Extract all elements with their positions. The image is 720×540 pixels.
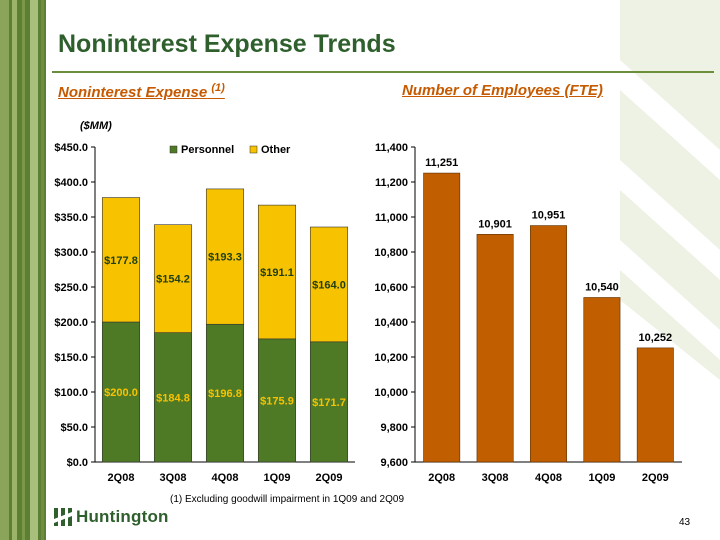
y-tick-label: $150.0: [54, 352, 88, 364]
x-tick-label: 2Q08: [108, 472, 135, 484]
x-tick-label: 3Q08: [160, 472, 187, 484]
unit-label: ($MM): [80, 120, 112, 132]
data-label-fte: 11,251: [425, 157, 458, 169]
data-label-other: $191.1: [260, 267, 294, 279]
data-label-other: $177.8: [104, 255, 138, 267]
data-label-fte: 10,252: [638, 332, 672, 344]
data-label-other: $164.0: [312, 279, 346, 291]
bar-personnel: [309, 341, 349, 463]
footnote-marker: (1): [211, 82, 225, 94]
x-tick-label: 2Q09: [642, 472, 669, 484]
y-tick-label: $350.0: [54, 212, 88, 224]
y-tick-label: 11,200: [375, 177, 408, 189]
bar-fte: [530, 225, 567, 463]
bar-fte: [476, 234, 514, 463]
data-label-fte: 10,540: [585, 282, 619, 294]
noninterest-expense-heading-text: Noninterest Expense: [58, 84, 208, 101]
bar-other: [153, 224, 193, 333]
decorative-stripe: [0, 0, 46, 540]
legend-label-personnel: Personnel: [181, 144, 234, 156]
data-label-personnel: $200.0: [104, 387, 138, 399]
x-tick-label: 1Q09: [264, 472, 291, 484]
legend-label-other: Other: [261, 144, 291, 156]
x-tick-label: 2Q09: [316, 472, 343, 484]
page-title: Noninterest Expense Trends: [58, 30, 396, 58]
bar-fte: [636, 347, 674, 463]
y-tick-label: 11,000: [375, 212, 408, 224]
employees-chart: 9,600 9,800 10,000 10,200 10,400 10,600 10,800…: [374, 142, 682, 484]
y-tick-label: 9,600: [380, 457, 408, 469]
title-divider: [52, 71, 714, 73]
x-tick-label: 4Q08: [212, 472, 239, 484]
y-tick-label: $300.0: [54, 247, 88, 259]
data-label-personnel: $171.7: [312, 397, 346, 409]
y-tick-label: $250.0: [54, 282, 88, 294]
y-tick-label: 9,800: [380, 422, 408, 434]
y-tick-label: $200.0: [54, 317, 88, 329]
data-label-fte: 10,901: [478, 218, 512, 230]
data-label-other: $154.2: [156, 274, 190, 286]
noninterest-expense-heading: Noninterest Expense (1): [58, 82, 225, 101]
x-tick-label: 1Q09: [588, 472, 615, 484]
data-label-personnel: $175.9: [260, 395, 294, 407]
data-label-personnel: $184.8: [156, 392, 190, 404]
legend-swatch-personnel: [169, 145, 178, 154]
bar-personnel: [205, 323, 245, 463]
y-tick-label: 10,400: [374, 317, 408, 329]
y-tick-label: 11,400: [375, 142, 408, 154]
y-tick-label: 10,600: [374, 282, 408, 294]
logo-watermark: [620, 0, 720, 380]
bar-other: [309, 226, 349, 343]
page-number: 43: [679, 517, 691, 528]
y-tick-label: $50.0: [60, 422, 88, 434]
data-label-fte: 10,951: [532, 210, 566, 222]
bar-fte: [423, 172, 461, 463]
x-tick-label: 4Q08: [535, 472, 562, 484]
huntington-logo: Huntington: [54, 505, 169, 529]
bar-personnel: [257, 338, 297, 463]
data-label-personnel: $196.8: [208, 388, 242, 400]
bar-other: [257, 204, 297, 340]
x-tick-label: 2Q08: [428, 472, 455, 484]
x-tick-label: 3Q08: [482, 472, 509, 484]
bar-other: [205, 188, 245, 325]
y-tick-label: $450.0: [54, 142, 88, 154]
y-tick-label: $100.0: [54, 387, 88, 399]
bar-fte: [583, 297, 621, 463]
footnote: (1) Excluding goodwill impairment in 1Q0…: [170, 494, 405, 505]
bar-other: [101, 197, 141, 323]
y-tick-label: $0.0: [67, 457, 88, 469]
logo-text: Huntington: [76, 507, 169, 526]
employees-heading: Number of Employees (FTE): [402, 82, 603, 99]
y-tick-label: 10,800: [374, 247, 408, 259]
y-tick-label: 10,200: [374, 352, 408, 364]
y-tick-label: $400.0: [54, 177, 88, 189]
y-tick-label: 10,000: [374, 387, 408, 399]
bar-personnel: [101, 321, 141, 463]
legend-swatch-other: [249, 145, 258, 154]
logo-mark-icon: [54, 508, 72, 526]
noninterest-expense-chart: $0.0 $50.0 $100.0 $150.0 $200.0 $250.0 $300.0 $…: [54, 142, 355, 484]
data-label-other: $193.3: [208, 252, 242, 264]
